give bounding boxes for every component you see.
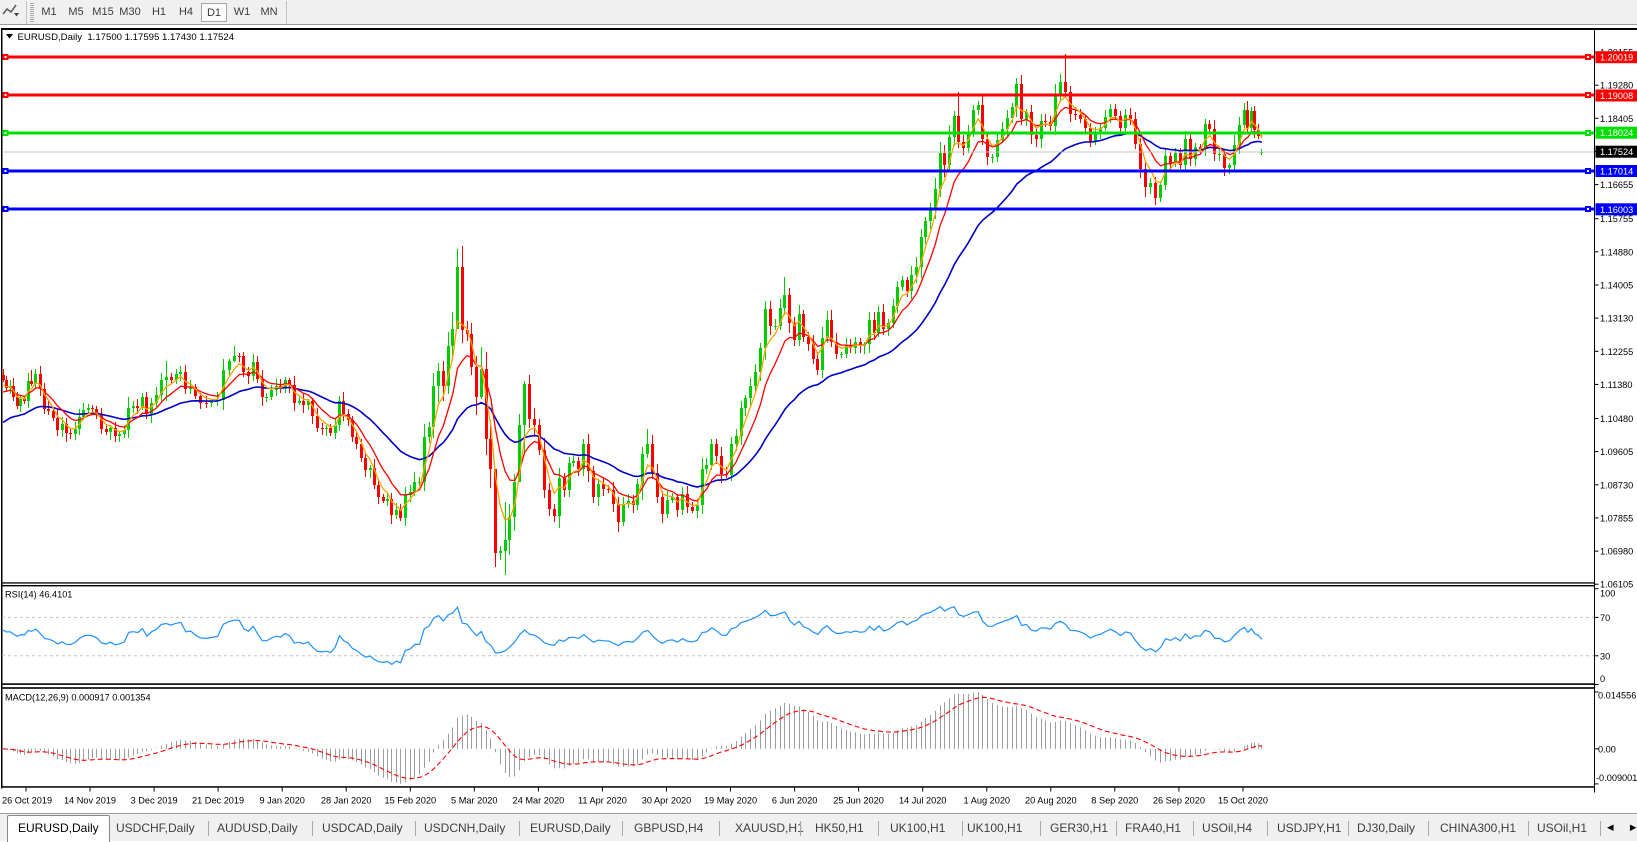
svg-text:100: 100	[1600, 589, 1615, 599]
svg-text:1.06980: 1.06980	[1600, 547, 1633, 557]
svg-text:15 Feb 2020: 15 Feb 2020	[384, 796, 436, 806]
svg-text:14 Jul 2020: 14 Jul 2020	[899, 796, 947, 806]
svg-text:5 Mar 2020: 5 Mar 2020	[451, 796, 497, 806]
svg-text:1.07855: 1.07855	[1600, 513, 1633, 523]
svg-text:1.18024: 1.18024	[1600, 128, 1633, 138]
svg-text:8 Sep 2020: 8 Sep 2020	[1091, 796, 1138, 806]
svg-text:25 Jun 2020: 25 Jun 2020	[833, 796, 884, 806]
svg-text:0.00: 0.00	[1598, 744, 1616, 754]
svg-text:1.14880: 1.14880	[1600, 247, 1633, 257]
svg-text:1.12255: 1.12255	[1600, 347, 1633, 357]
svg-text:1.14005: 1.14005	[1600, 281, 1633, 291]
svg-text:1 Aug 2020: 1 Aug 2020	[964, 796, 1011, 806]
svg-text:1.19280: 1.19280	[1600, 81, 1633, 91]
svg-text:-0.009001: -0.009001	[1596, 773, 1637, 783]
svg-text:9 Jan 2020: 9 Jan 2020	[259, 796, 304, 806]
svg-text:1.20019: 1.20019	[1600, 53, 1633, 63]
svg-text:6 Jun 2020: 6 Jun 2020	[772, 796, 817, 806]
svg-text:15 Oct 2020: 15 Oct 2020	[1218, 796, 1268, 806]
svg-text:28 Jan 2020: 28 Jan 2020	[321, 796, 372, 806]
svg-text:14 Nov 2019: 14 Nov 2019	[64, 796, 116, 806]
svg-text:1.19008: 1.19008	[1600, 91, 1633, 101]
svg-text:24 Mar 2020: 24 Mar 2020	[513, 796, 565, 806]
svg-text:20 Aug 2020: 20 Aug 2020	[1025, 796, 1077, 806]
svg-text:1.08730: 1.08730	[1600, 480, 1633, 490]
svg-text:0: 0	[1600, 674, 1605, 684]
svg-text:3 Dec 2019: 3 Dec 2019	[131, 796, 178, 806]
svg-text:19 May 2020: 19 May 2020	[704, 796, 757, 806]
svg-text:1.18405: 1.18405	[1600, 114, 1633, 124]
svg-text:1.13130: 1.13130	[1600, 314, 1633, 324]
svg-text:1.15755: 1.15755	[1600, 214, 1633, 224]
svg-text:1.11380: 1.11380	[1600, 380, 1633, 390]
svg-text:1.10480: 1.10480	[1600, 414, 1633, 424]
svg-text:EURUSD,Daily 1.17500 1.17595: EURUSD,Daily 1.17500 1.17595 1.17430 1.1…	[18, 32, 235, 43]
svg-text:1.09605: 1.09605	[1600, 447, 1633, 457]
svg-text:1.17524: 1.17524	[1600, 147, 1633, 157]
svg-text:RSI(14) 46.4101: RSI(14) 46.4101	[5, 590, 72, 600]
svg-text:70: 70	[1600, 613, 1610, 623]
svg-text:30 Apr 2020: 30 Apr 2020	[642, 796, 692, 806]
svg-text:26 Sep 2020: 26 Sep 2020	[1153, 796, 1205, 806]
svg-text:MACD(12,26,9) 0.000917 0.00135: MACD(12,26,9) 0.000917 0.001354	[5, 693, 151, 703]
svg-text:30: 30	[1600, 651, 1610, 661]
svg-text:1.16655: 1.16655	[1600, 180, 1633, 190]
svg-text:1.16003: 1.16003	[1600, 205, 1633, 215]
svg-text:21 Dec 2019: 21 Dec 2019	[192, 796, 244, 806]
svg-text:1.17014: 1.17014	[1600, 167, 1633, 177]
svg-text:11 Apr 2020: 11 Apr 2020	[578, 796, 627, 806]
svg-text:26 Oct 2019: 26 Oct 2019	[2, 796, 52, 806]
svg-text:0.014556: 0.014556	[1598, 691, 1636, 701]
